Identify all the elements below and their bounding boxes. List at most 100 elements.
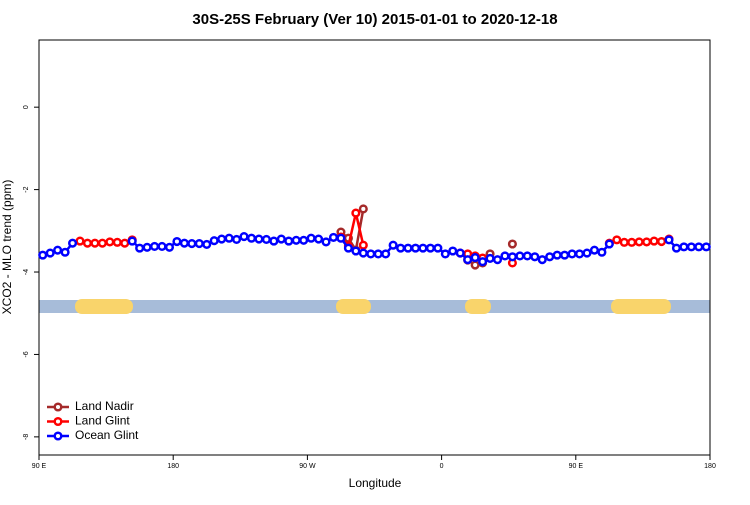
- data-point: [478, 257, 488, 267]
- data-point: [112, 237, 122, 247]
- data-point: [90, 238, 100, 248]
- data-point: [515, 251, 525, 261]
- data-point: [135, 243, 145, 253]
- data-point: [276, 234, 286, 244]
- data-point: [164, 242, 175, 252]
- data-point: [537, 255, 547, 265]
- x-tick-label: 0: [440, 463, 444, 470]
- data-point: [202, 239, 212, 249]
- data-point: [463, 255, 473, 265]
- data-point: [694, 242, 704, 252]
- x-tick-label: 90 W: [299, 463, 316, 470]
- data-point: [604, 239, 614, 249]
- data-point: [448, 246, 458, 256]
- data-point: [470, 253, 480, 263]
- data-point: [582, 248, 592, 258]
- ocean-band: [39, 300, 710, 313]
- data-point: [45, 248, 55, 258]
- data-point: [381, 249, 391, 259]
- data-point: [425, 243, 435, 253]
- data-point: [567, 249, 577, 259]
- data-point: [388, 240, 398, 250]
- data-point: [597, 247, 607, 257]
- data-point: [232, 234, 242, 245]
- data-point: [82, 238, 93, 248]
- data-point: [649, 236, 659, 246]
- land-patch: [336, 299, 371, 314]
- data-point: [627, 237, 637, 247]
- data-point: [656, 236, 667, 247]
- data-point: [455, 248, 465, 258]
- data-point: [336, 233, 346, 243]
- data-point: [246, 233, 257, 243]
- data-point: [172, 236, 182, 247]
- data-point: [120, 238, 130, 248]
- data-point: [217, 234, 227, 244]
- data-point: [358, 204, 368, 214]
- x-axis-label: Longitude: [349, 476, 402, 490]
- legend-label: Ocean Glint: [75, 428, 139, 442]
- data-point: [351, 208, 361, 218]
- data-point: [224, 233, 234, 243]
- data-point: [418, 243, 428, 253]
- data-point: [552, 250, 562, 260]
- data-point: [239, 232, 249, 242]
- data-point: [127, 236, 137, 246]
- data-point: [261, 234, 271, 245]
- data-point: [530, 252, 540, 262]
- y-tick-label: -6: [23, 351, 30, 357]
- data-point: [314, 234, 324, 244]
- data-point: [321, 237, 331, 247]
- data-point: [612, 235, 622, 245]
- data-point: [68, 238, 78, 248]
- y-tick-label: -8: [23, 434, 30, 440]
- x-tick-label: 90 E: [569, 463, 584, 470]
- legend-swatch: [53, 431, 63, 441]
- y-axis-label: XCO2 - MLO trend (ppm): [0, 180, 14, 315]
- data-point: [619, 237, 629, 247]
- data-point: [142, 242, 152, 252]
- surface-band: [39, 299, 710, 314]
- data-point: [440, 249, 450, 259]
- data-point: [403, 243, 413, 253]
- data-point: [642, 237, 652, 247]
- data-point: [671, 243, 682, 253]
- data-point: [522, 251, 532, 261]
- legend-swatch: [53, 402, 63, 412]
- data-point: [507, 239, 517, 249]
- legend-label: Land Glint: [75, 414, 130, 428]
- data-point: [545, 252, 555, 262]
- data-point: [507, 252, 517, 262]
- land-patch: [611, 299, 671, 314]
- data-point: [291, 235, 301, 245]
- data-point: [328, 232, 339, 242]
- data-point: [254, 234, 264, 244]
- data-point: [373, 249, 383, 259]
- x-tick-label: 180: [704, 463, 716, 470]
- land-patch: [75, 299, 133, 314]
- data-point: [179, 238, 189, 248]
- data-point: [560, 250, 570, 260]
- data-point: [343, 243, 353, 253]
- legend-swatch: [53, 416, 63, 427]
- x-tick-label: 90 E: [32, 463, 47, 470]
- data-point: [574, 249, 585, 259]
- legend-label: Land Nadir: [75, 399, 134, 413]
- data-point: [105, 237, 115, 247]
- data-point: [701, 242, 711, 252]
- data-point: [492, 255, 503, 265]
- data-point: [150, 241, 160, 252]
- data-point: [351, 246, 361, 256]
- y-tick-label: 0: [23, 105, 30, 109]
- data-point: [306, 233, 316, 243]
- data-point: [410, 243, 421, 253]
- y-tick-label: -2: [23, 186, 30, 192]
- data-point: [679, 242, 689, 252]
- data-point: [470, 260, 480, 270]
- data-point: [358, 248, 368, 258]
- data-point: [664, 235, 674, 245]
- data-point: [194, 239, 204, 249]
- data-point: [299, 235, 309, 245]
- data-point: [634, 237, 644, 247]
